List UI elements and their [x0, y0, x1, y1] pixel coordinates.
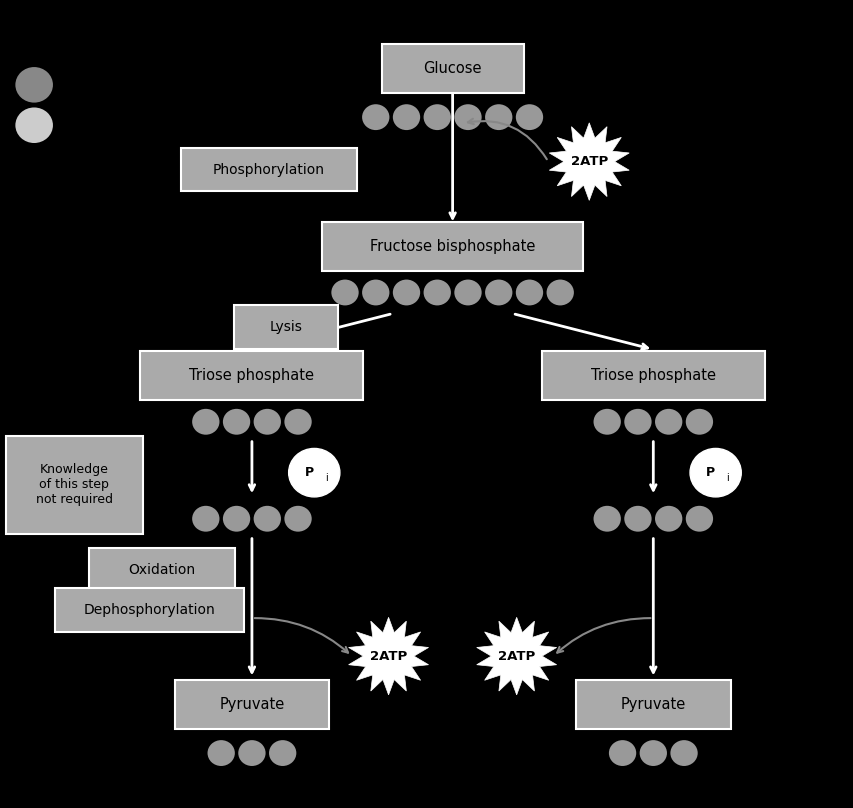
Circle shape [546, 280, 573, 305]
Circle shape [685, 409, 712, 435]
Circle shape [253, 506, 281, 532]
Text: Phosphorylation: Phosphorylation [212, 162, 325, 177]
Text: Triose phosphate: Triose phosphate [189, 368, 314, 383]
Circle shape [515, 280, 543, 305]
Circle shape [207, 740, 235, 766]
Text: Fructose bisphosphate: Fructose bisphosphate [369, 239, 535, 254]
Text: i: i [725, 473, 728, 482]
Text: Triose phosphate: Triose phosphate [590, 368, 715, 383]
Circle shape [593, 409, 620, 435]
Polygon shape [348, 617, 428, 695]
FancyBboxPatch shape [55, 588, 244, 632]
Circle shape [15, 107, 53, 143]
Text: P: P [305, 466, 313, 479]
Circle shape [654, 409, 682, 435]
Circle shape [423, 280, 450, 305]
Circle shape [362, 104, 389, 130]
Text: 2ATP: 2ATP [497, 650, 535, 663]
Circle shape [284, 409, 311, 435]
FancyBboxPatch shape [175, 680, 329, 729]
Text: Oxidation: Oxidation [129, 562, 195, 577]
FancyBboxPatch shape [381, 44, 523, 93]
Circle shape [223, 506, 250, 532]
Text: 2ATP: 2ATP [570, 155, 607, 168]
Circle shape [670, 740, 697, 766]
Circle shape [192, 409, 219, 435]
Circle shape [423, 104, 450, 130]
Text: Pyruvate: Pyruvate [219, 697, 284, 712]
Circle shape [288, 448, 339, 497]
FancyBboxPatch shape [575, 680, 730, 729]
FancyBboxPatch shape [542, 351, 764, 400]
Circle shape [238, 740, 265, 766]
Circle shape [269, 740, 296, 766]
Text: Knowledge
of this step
not required: Knowledge of this step not required [36, 463, 113, 507]
Circle shape [624, 506, 651, 532]
Circle shape [515, 104, 543, 130]
Circle shape [362, 280, 389, 305]
FancyBboxPatch shape [181, 148, 357, 191]
Circle shape [331, 280, 358, 305]
FancyBboxPatch shape [322, 221, 583, 271]
Circle shape [284, 506, 311, 532]
Polygon shape [476, 617, 556, 695]
FancyBboxPatch shape [234, 305, 338, 349]
Circle shape [485, 104, 512, 130]
Circle shape [608, 740, 635, 766]
Text: P: P [705, 466, 714, 479]
Circle shape [392, 280, 420, 305]
FancyBboxPatch shape [89, 548, 235, 591]
Text: 2ATP: 2ATP [369, 650, 407, 663]
Text: Pyruvate: Pyruvate [620, 697, 685, 712]
Circle shape [624, 409, 651, 435]
FancyBboxPatch shape [5, 436, 143, 533]
Circle shape [639, 740, 666, 766]
Circle shape [15, 67, 53, 103]
Circle shape [654, 506, 682, 532]
Text: Lysis: Lysis [270, 320, 302, 335]
FancyBboxPatch shape [140, 351, 363, 400]
Circle shape [454, 104, 481, 130]
Circle shape [454, 280, 481, 305]
Circle shape [685, 506, 712, 532]
Text: Glucose: Glucose [423, 61, 481, 76]
Circle shape [253, 409, 281, 435]
Circle shape [485, 280, 512, 305]
Circle shape [223, 409, 250, 435]
Text: i: i [324, 473, 328, 482]
Circle shape [392, 104, 420, 130]
Circle shape [192, 506, 219, 532]
Circle shape [593, 506, 620, 532]
Circle shape [689, 448, 740, 497]
Polygon shape [548, 123, 629, 200]
Text: Dephosphorylation: Dephosphorylation [84, 603, 215, 617]
